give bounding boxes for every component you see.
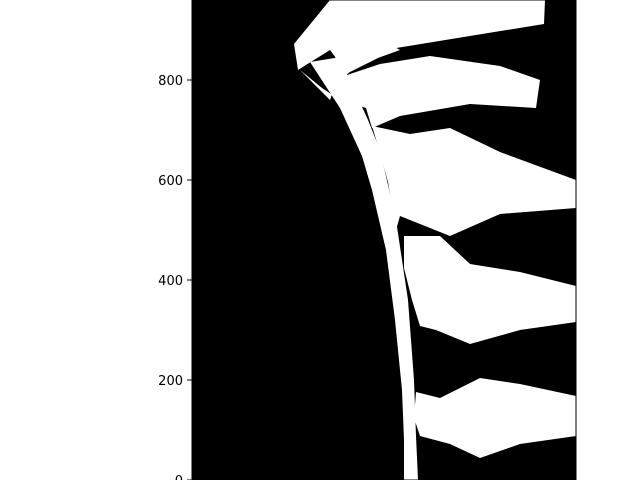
rib-4: [414, 378, 576, 458]
y-tick-label: 400: [158, 274, 183, 289]
mask-foreground: [294, 0, 576, 480]
top-blob: [330, 30, 400, 78]
y-tick-label: 800: [158, 74, 183, 89]
spine-region: [294, 0, 545, 480]
y-tick-label: 200: [158, 374, 183, 389]
y-axis: 0 200 400 600 800: [158, 74, 192, 480]
axes-frame: [191, 0, 577, 480]
y-tick-label: 0: [175, 474, 183, 480]
y-tick-label: 600: [158, 174, 183, 189]
rib-2: [372, 126, 576, 236]
rib-1: [300, 56, 540, 128]
rib-3: [404, 236, 576, 344]
